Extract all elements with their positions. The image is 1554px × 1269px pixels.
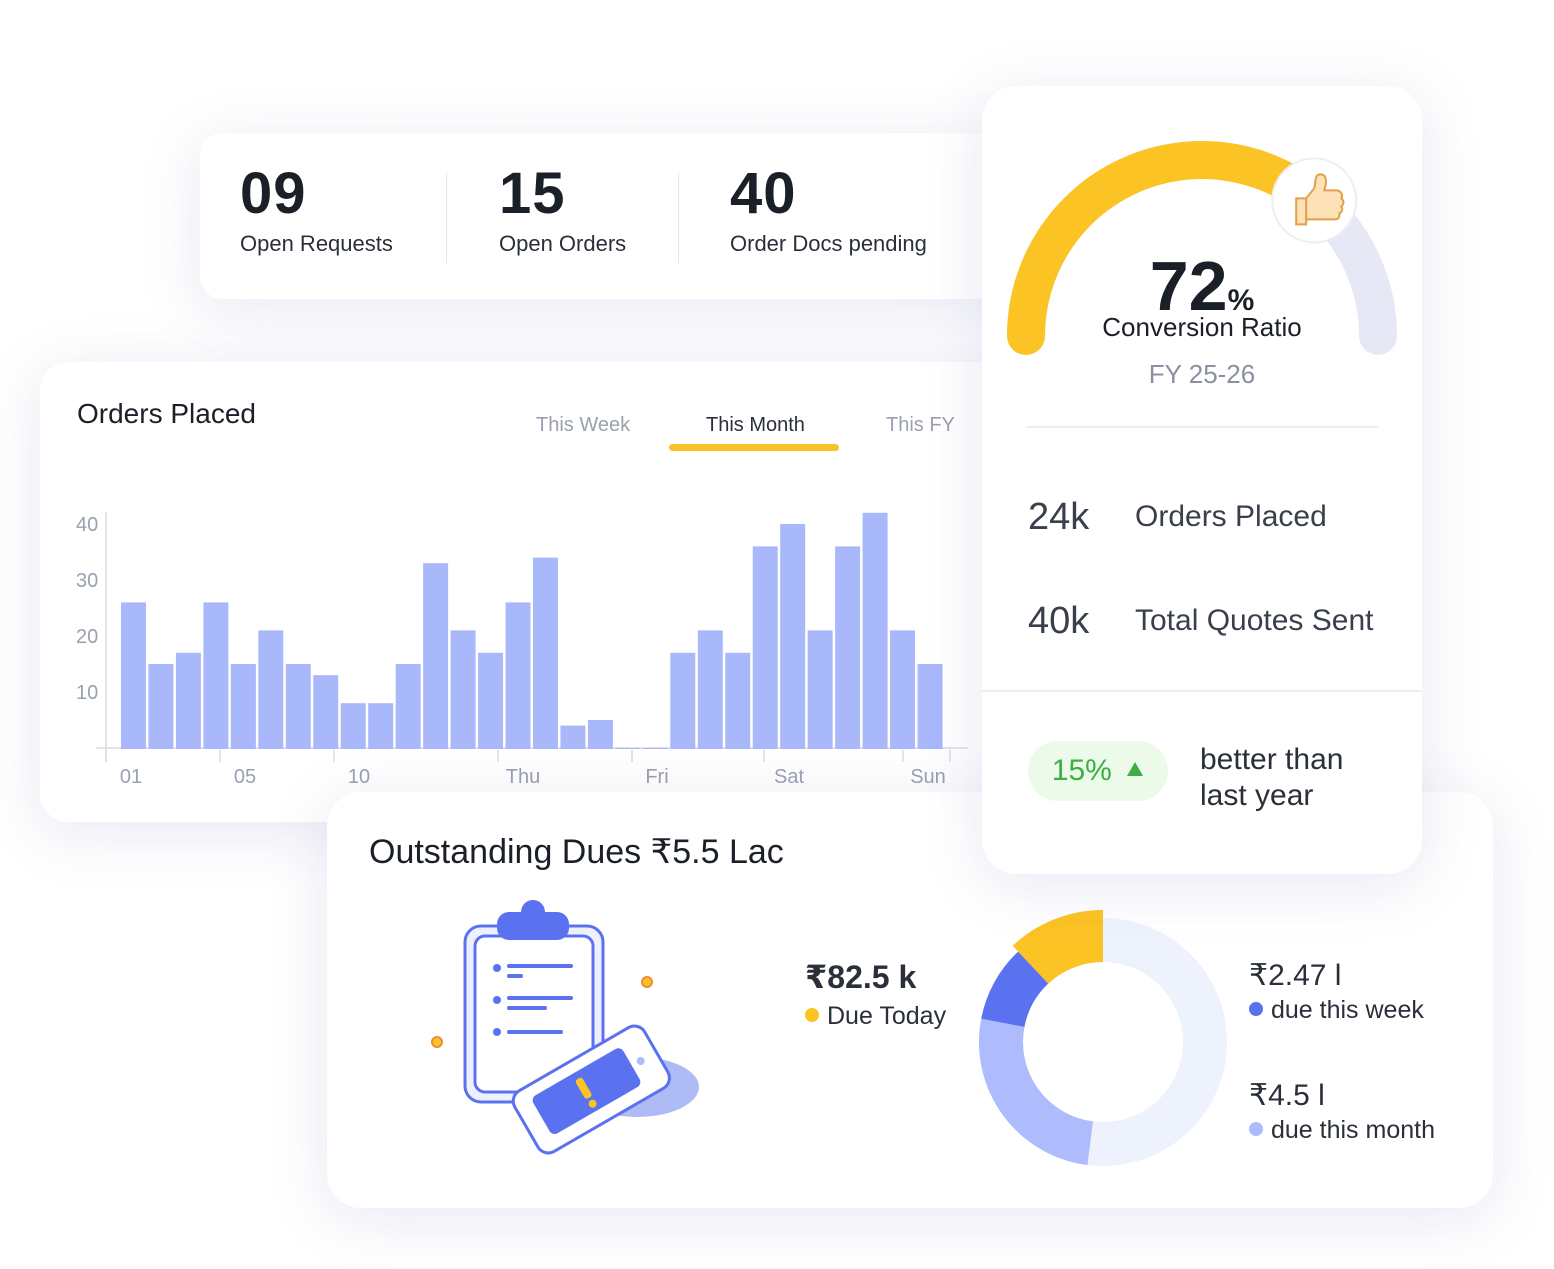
y-tick-label: 20 [76, 626, 98, 648]
x-tick-label: Sun [910, 766, 946, 788]
stat-label: Open Requests [240, 231, 393, 256]
conversion-unit: % [1227, 284, 1255, 317]
tab-this-month[interactable]: This Month [706, 414, 805, 436]
x-tick-label: Fri [645, 766, 668, 788]
y-tick-label: 30 [76, 570, 98, 592]
bar [890, 630, 916, 749]
metric-quotes-sent-label: Total Quotes Sent [1135, 604, 1374, 637]
y-tick-label: 10 [76, 682, 98, 704]
growth-badge: 15% [1028, 741, 1168, 801]
divider [982, 690, 1422, 692]
bar [587, 720, 613, 749]
x-tick-label: 05 [234, 766, 256, 788]
bar [313, 675, 339, 749]
x-tick-label: 01 [120, 766, 142, 788]
bar [340, 703, 366, 749]
bar [642, 748, 668, 749]
stat-open-orders[interactable]: 15 Open Orders [499, 163, 626, 257]
bar [368, 703, 394, 749]
y-tick-label: 40 [76, 514, 98, 536]
bar [230, 664, 256, 749]
bar [423, 563, 449, 749]
dues-donut-chart [979, 910, 1227, 1166]
bar [917, 664, 943, 749]
bar [835, 546, 861, 749]
growth-value: 15% [1051, 754, 1112, 787]
due-month-amount: ₹4.5 l [1249, 1079, 1325, 1112]
orders-bar-chart: 10 20 30 40 01 05 10 Thu Fri Sat Sun [76, 512, 968, 788]
bar [121, 602, 146, 749]
dues-title: Outstanding Dues ₹5.5 Lac [369, 833, 784, 871]
due-today-label: Due Today [827, 1002, 947, 1030]
summary-stats-card: 09 Open Requests 15 Open Orders 40 Order… [200, 133, 1000, 299]
donut-segment [981, 951, 1049, 1028]
stat-value: 40 [730, 161, 797, 226]
donut-segment [1012, 910, 1104, 985]
legend-dot-light-blue [1249, 1122, 1263, 1137]
thumbs-up-icon [1271, 157, 1358, 244]
conversion-number: 72 [1149, 247, 1228, 325]
clipboard-payment-illustration [431, 900, 699, 1155]
bar [780, 524, 806, 749]
due-week-legend: due this week [1249, 996, 1424, 1025]
due-today-legend: Due Today [805, 1002, 946, 1031]
bar [533, 557, 558, 749]
bar [725, 652, 751, 749]
orders-title: Orders Placed [77, 398, 256, 429]
metric-orders-placed-label: Orders Placed [1135, 500, 1327, 533]
conversion-ratio-card: 72% Conversion Ratio FY 25-26 24k Orders… [982, 86, 1422, 874]
tab-this-fy[interactable]: This FY [886, 414, 955, 436]
stat-value: 15 [499, 161, 566, 226]
bar [697, 630, 723, 749]
stat-order-docs-pending[interactable]: 40 Order Docs pending [730, 163, 927, 257]
bar [478, 652, 504, 749]
x-tick-label: 10 [348, 766, 370, 788]
growth-text-line1: better than [1200, 743, 1344, 776]
conversion-period: FY 25-26 [1148, 359, 1256, 389]
bar [560, 725, 586, 749]
due-week-label: due this week [1271, 996, 1424, 1024]
conversion-gauge [1007, 141, 1397, 355]
legend-dot-yellow [805, 1008, 819, 1023]
bar [285, 664, 311, 749]
conversion-value: 72% [982, 246, 1422, 326]
bar [615, 748, 641, 749]
divider [446, 173, 447, 263]
stat-label: Open Orders [499, 231, 627, 256]
due-month-label: due this month [1271, 1116, 1435, 1144]
x-tick-label: Sat [774, 766, 804, 788]
bar [395, 664, 421, 749]
metric-orders-placed-value: 24k [1028, 496, 1090, 538]
bar [175, 652, 201, 749]
metric-quotes-sent-value: 40k [1028, 600, 1090, 642]
bar [148, 664, 174, 749]
bar [203, 602, 229, 749]
bar [670, 652, 696, 749]
divider [1026, 426, 1378, 428]
stat-label: Order Docs pending [730, 231, 927, 256]
stat-open-requests[interactable]: 09 Open Requests [240, 163, 393, 257]
bar [752, 546, 778, 749]
bar [258, 630, 284, 749]
active-tab-indicator [669, 444, 839, 451]
arrow-up-icon [1127, 762, 1144, 777]
bar [505, 602, 531, 749]
bar [807, 630, 833, 749]
legend-dot-blue [1249, 1002, 1263, 1017]
bar [862, 512, 888, 749]
growth-text-line2: last year [1200, 779, 1314, 812]
due-month-legend: due this month [1249, 1116, 1435, 1145]
divider [678, 173, 679, 263]
gauge-fill [1007, 141, 1334, 355]
donut-segment [979, 1018, 1094, 1166]
growth-text: better than last year [1200, 742, 1380, 814]
orders-placed-card: Orders Placed This Week This Month This … [40, 362, 1020, 822]
due-today-amount: ₹82.5 k [805, 959, 917, 995]
stat-value: 09 [240, 161, 307, 226]
due-week-amount: ₹2.47 l [1249, 959, 1342, 992]
tab-this-week[interactable]: This Week [536, 414, 631, 436]
conversion-label: Conversion Ratio [1102, 312, 1302, 342]
bar [450, 630, 476, 749]
x-tick-label: Thu [506, 766, 540, 788]
